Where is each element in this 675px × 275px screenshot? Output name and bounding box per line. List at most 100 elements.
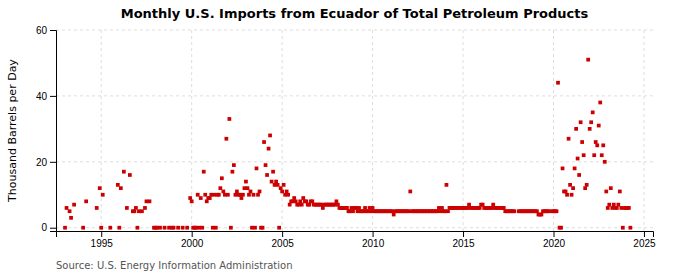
point: [294, 199, 298, 203]
point: [478, 206, 482, 210]
point: [571, 186, 575, 190]
point: [292, 196, 296, 200]
point: [176, 226, 180, 230]
tick-mark: [50, 96, 56, 97]
point: [408, 190, 412, 194]
grid-line: [56, 30, 653, 31]
point: [224, 137, 228, 141]
point: [555, 209, 559, 213]
tick-mark: [554, 231, 555, 237]
point: [282, 183, 286, 187]
point: [592, 153, 596, 157]
point: [271, 170, 275, 174]
point: [143, 206, 147, 210]
point: [261, 226, 265, 230]
point: [158, 226, 162, 230]
point: [241, 193, 245, 197]
tick: 2025: [633, 231, 656, 249]
chart-container: 19952000200520102015202020250204060Month…: [0, 0, 675, 275]
point: [600, 153, 604, 157]
point: [502, 206, 506, 210]
point: [351, 209, 355, 213]
point: [598, 101, 602, 105]
point: [445, 183, 449, 187]
point: [279, 186, 283, 190]
point: [481, 203, 485, 207]
point: [181, 226, 185, 230]
point: [512, 209, 516, 213]
point: [108, 226, 112, 230]
tick: 40: [36, 91, 56, 102]
point: [119, 186, 123, 190]
tick: 1995: [91, 231, 114, 249]
point: [567, 137, 571, 141]
point: [280, 190, 284, 194]
point: [218, 186, 222, 190]
point: [363, 206, 367, 210]
point: [559, 226, 563, 230]
point: [586, 58, 590, 62]
point: [298, 199, 302, 203]
point: [491, 203, 495, 207]
point: [249, 190, 253, 194]
point: [446, 209, 450, 213]
tick-label: 2005: [272, 238, 295, 249]
tick-label: 1995: [91, 238, 114, 249]
point: [203, 193, 207, 197]
point: [589, 120, 593, 124]
point: [300, 203, 304, 207]
point: [256, 193, 260, 197]
point: [345, 206, 349, 210]
point: [276, 183, 280, 187]
point: [199, 196, 203, 200]
point: [134, 206, 138, 210]
point: [579, 120, 583, 124]
point: [185, 226, 189, 230]
point: [577, 173, 581, 177]
point: [258, 190, 262, 194]
point: [304, 199, 308, 203]
grid-line: [282, 30, 283, 231]
tick: 2015: [452, 231, 475, 249]
point: [262, 140, 266, 144]
point: [95, 206, 99, 210]
point: [244, 180, 248, 184]
point: [220, 176, 224, 180]
tick: 2010: [362, 231, 385, 249]
point: [231, 170, 235, 174]
y-axis: 0204060: [36, 25, 57, 234]
point: [606, 206, 610, 210]
point: [288, 203, 292, 207]
tick-label: 2020: [543, 238, 566, 249]
point: [226, 193, 230, 197]
point: [98, 186, 102, 190]
point: [568, 183, 572, 187]
point: [232, 163, 236, 167]
point: [285, 190, 289, 194]
point: [612, 203, 616, 207]
tick-mark: [101, 231, 102, 237]
point: [615, 206, 619, 210]
point: [214, 226, 218, 230]
tick-label: 2000: [181, 238, 204, 249]
point: [172, 226, 176, 230]
point: [188, 196, 192, 200]
tick-label: 2015: [452, 238, 475, 249]
point: [68, 209, 72, 213]
grid-line: [56, 161, 653, 162]
tick-mark: [50, 162, 56, 163]
point: [268, 134, 272, 138]
point: [576, 157, 580, 161]
point: [583, 186, 587, 190]
axis-line: [57, 232, 654, 238]
point: [163, 226, 167, 230]
point: [117, 226, 121, 230]
point: [205, 199, 209, 203]
point: [321, 206, 325, 210]
point: [580, 140, 584, 144]
point: [235, 190, 239, 194]
point: [618, 190, 622, 194]
point: [574, 127, 578, 131]
grid-line: [463, 30, 464, 231]
point: [601, 143, 605, 147]
